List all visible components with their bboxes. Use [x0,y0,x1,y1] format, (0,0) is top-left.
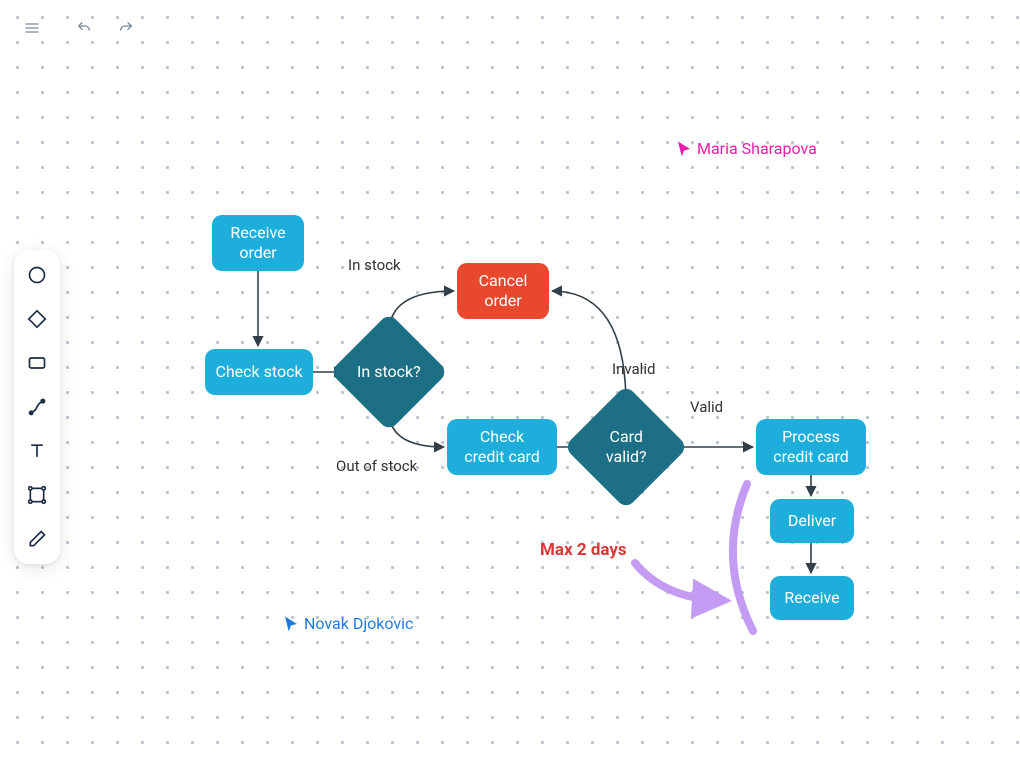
node-label: Processcredit card [773,427,849,467]
frame-icon [27,485,47,505]
node-label: Receiveorder [230,223,285,263]
node-card_valid_q[interactable]: Cardvalid? [564,385,688,509]
edge-label-card_valid_q-process_card: Valid [690,398,723,416]
node-check_stock[interactable]: Check stock [205,349,313,395]
node-label: Check stock [215,362,302,382]
collaborator-cursor-novak: Novak Djokovic [282,614,413,633]
menu-button[interactable] [18,14,46,42]
redo-button[interactable] [112,14,140,42]
text-icon [27,441,47,461]
diagram-canvas[interactable]: Receiveorder Check stock In stock? Cancelor… [0,0,1020,758]
node-label: Checkcredit card [464,427,540,467]
node-receive_order[interactable]: Receiveorder [212,215,304,271]
node-deliver[interactable]: Deliver [770,499,854,543]
node-label: Deliver [788,511,836,531]
undo-button[interactable] [70,14,98,42]
node-label: Cardvalid? [606,427,647,467]
node-in_stock_q[interactable]: In stock? [330,313,449,432]
pen-icon [27,529,47,549]
annotation-max-days: Max 2 days [540,540,627,560]
undo-icon [76,17,92,39]
cursor-icon [675,140,693,158]
node-cancel_order[interactable]: Cancelorder [457,263,549,319]
node-process_card[interactable]: Processcredit card [756,419,866,475]
node-label: Cancelorder [479,271,528,311]
cursor-icon [282,615,300,633]
connector-tool[interactable] [24,394,50,420]
node-label: Receive [784,588,839,608]
diamond-icon [27,309,47,329]
frame-tool[interactable] [24,482,50,508]
edge-label-in_stock_q-cancel_order: In stock [348,256,401,274]
edge-label-card_valid_q-cancel_order: Invalid [612,360,655,378]
text-tool[interactable] [24,438,50,464]
connector-icon [27,397,47,417]
node-label: In stock? [357,362,421,382]
collaborator-label: Novak Djokovic [304,614,413,633]
diamond-tool[interactable] [24,306,50,332]
collaborator-cursor-maria: Maria Sharapova [675,139,817,158]
circle-icon [27,265,47,285]
rect-tool[interactable] [24,350,50,376]
hamburger-icon [24,17,40,39]
pen-tool[interactable] [24,526,50,552]
rect-icon [27,353,47,373]
tool-panel [14,250,60,564]
edge-card_valid_q-cancel_order [552,291,626,405]
edge-label-in_stock_q-check_card: Out of stock [336,457,417,475]
node-check_card[interactable]: Checkcredit card [447,419,557,475]
node-receive[interactable]: Receive [770,576,854,620]
topbar [0,0,158,56]
redo-icon [118,17,134,39]
collaborator-label: Maria Sharapova [697,139,817,158]
flowchart-edges [0,0,1020,758]
circle-tool[interactable] [24,262,50,288]
